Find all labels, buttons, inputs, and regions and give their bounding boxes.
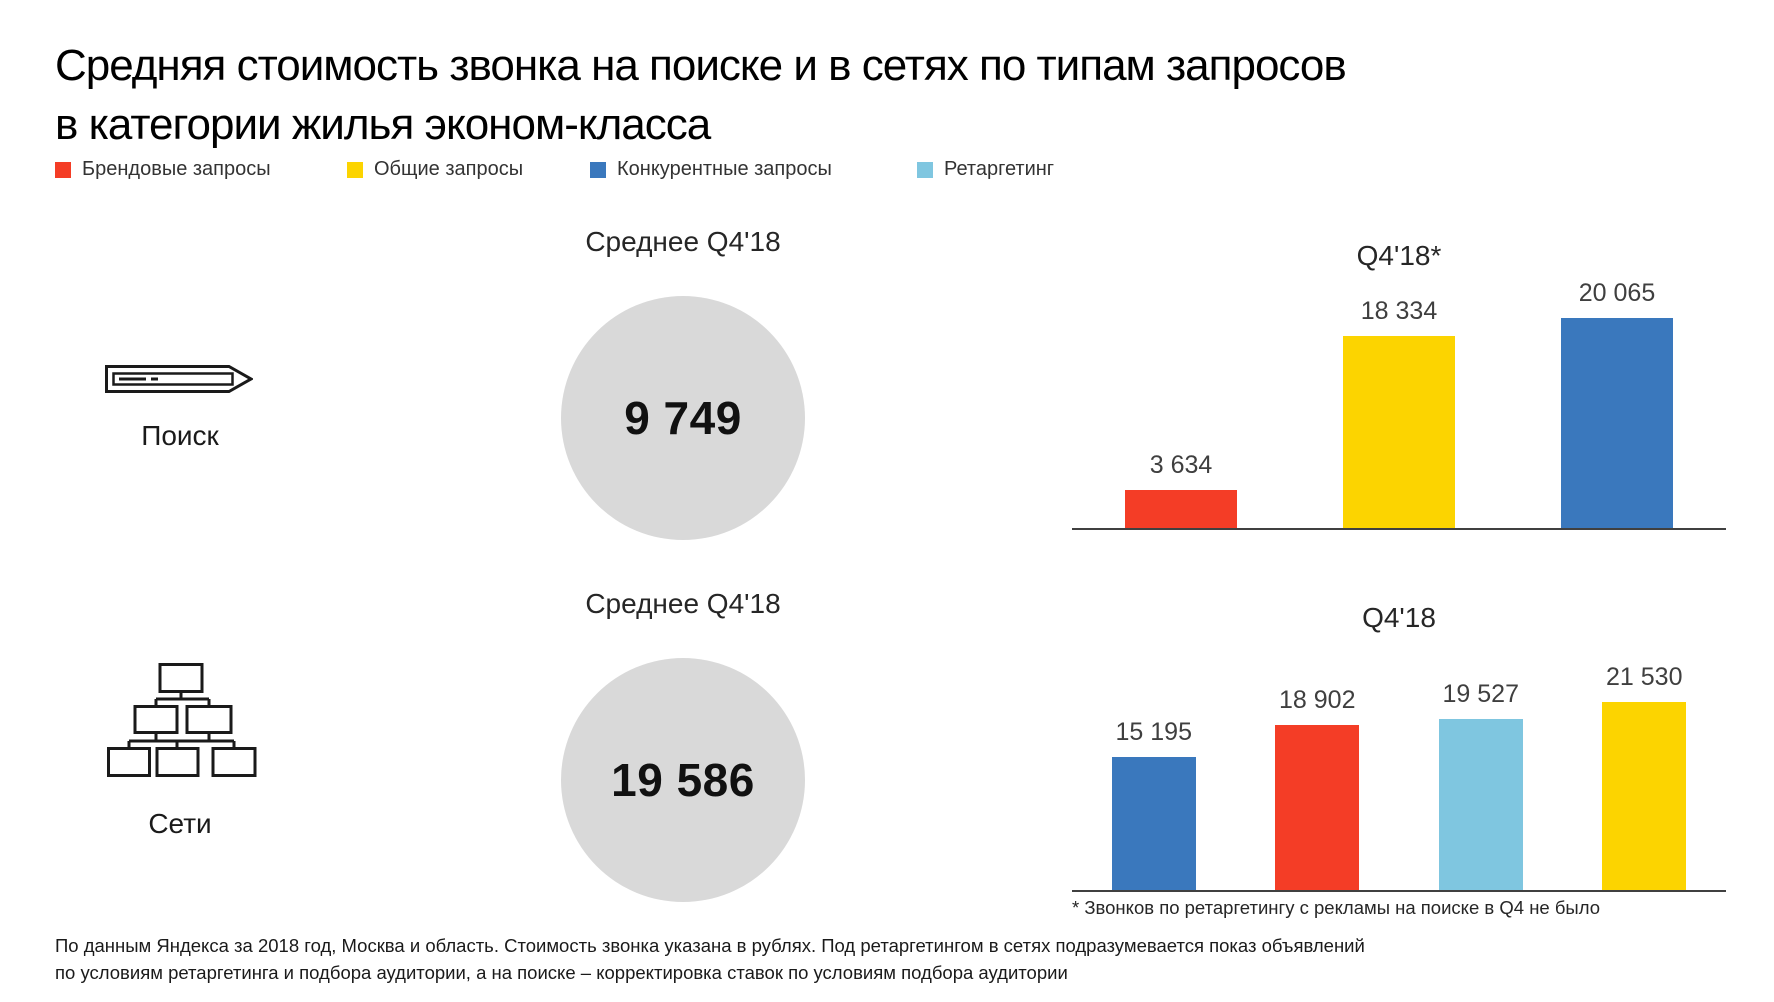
competitor-queries-swatch-icon [590,161,606,178]
network-icon [107,663,257,777]
bar-value-label: 3 634 [1149,451,1213,479]
legend-item-retargeting: Ретаргетинг [917,158,1054,181]
bar-Общие запросы [1343,336,1455,528]
bar-Брендовые запросы [1275,725,1360,890]
legend-item-general-queries: Общие запросы [347,158,523,181]
source-footer: По данным Яндекса за 2018 год, Москва и … [55,935,1365,983]
networks-chart-title: Q4'18 [1362,602,1436,633]
bar-Конкурентные запросы [1111,757,1196,890]
row-label-search: Поиск [141,420,219,451]
search-average-value: 9 749 [624,392,742,444]
brand-queries-swatch-icon [55,161,71,178]
networks-average-header: Среднее Q4'18 [585,588,781,619]
search-average-header: Среднее Q4'18 [585,226,781,257]
bar-value-label: 15 195 [1115,718,1192,746]
legend-label: Конкурентные запросы [617,158,832,180]
search-average-circle: 9 749 [561,296,805,540]
bar-value-label: 21 530 [1606,663,1683,691]
bar-Ретаргетинг [1438,719,1523,890]
retargeting-swatch-icon [917,161,933,178]
retargeting-footnote: * Звонков по ретаргетингу с рекламы на п… [1072,897,1601,918]
legend-label: Брендовые запросы [82,158,271,180]
search-bar-icon [105,365,253,393]
general-queries-swatch-icon [347,161,363,178]
bar-value-label: 18 902 [1279,686,1356,714]
legend-label: Общие запросы [374,158,524,180]
bar-value-label: 20 065 [1578,279,1656,307]
bar-Конкурентные запросы [1561,318,1673,528]
legend-item-brand-queries: Брендовые запросы [55,158,271,181]
page-title: Средняя стоимость звонка на поиске и в с… [55,41,1347,149]
legend-label: Ретаргетинг [944,158,1055,180]
bar-value-label: 18 334 [1360,297,1438,325]
networks-average-circle: 19 586 [561,658,805,902]
bar-Брендовые запросы [1125,490,1237,528]
bar-value-label: 19 527 [1442,680,1519,708]
networks-average-value: 19 586 [611,754,755,806]
legend-item-competitor-queries: Конкурентные запросы [590,158,832,181]
search-chart-axis [1072,528,1726,530]
search-chart-title: Q4'18* [1356,240,1442,271]
networks-chart-axis [1072,890,1726,892]
search-bar-chart: 3 634 18 334 20 065 [1072,268,1726,528]
row-label-networks: Сети [148,808,212,839]
bar-Общие запросы [1602,702,1687,890]
networks-bar-chart: 15 195 18 902 19 527 21 530 [1072,630,1726,890]
